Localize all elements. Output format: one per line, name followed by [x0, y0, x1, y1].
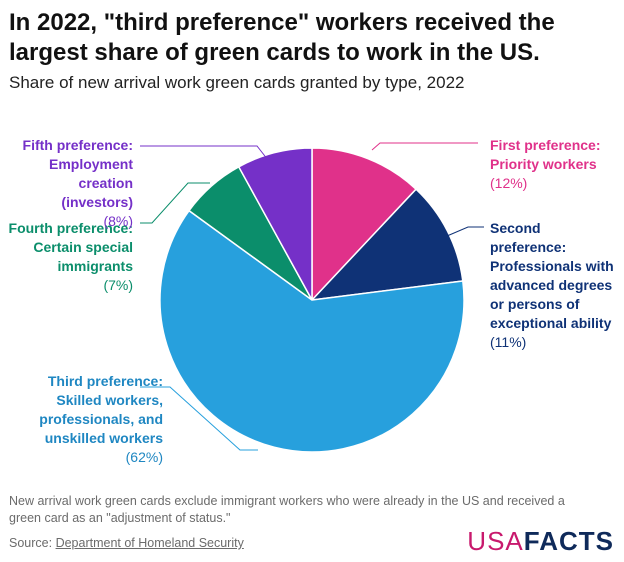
leader-line-fourth: [140, 182, 210, 224]
label-fifth-preference: Fifth preference: Employment creation (i…: [23, 136, 133, 231]
usafacts-logo: USAFACTS: [467, 526, 614, 556]
label-fifth-pct: (8%): [103, 213, 133, 229]
leader-line-second: [446, 226, 484, 237]
pie-slice-third: [159, 209, 465, 453]
label-fourth-heading: Fourth preference: Certain special immig…: [8, 220, 133, 274]
pie-slice-first: [311, 147, 418, 302]
label-first-heading: First preference: Priority workers: [490, 137, 601, 172]
source-link[interactable]: Department of Homeland Security: [55, 536, 244, 550]
label-third-pct: (62%): [125, 449, 163, 465]
pie-slice-second: [310, 188, 464, 302]
leader-line-third: [140, 386, 258, 451]
logo-usa: USA: [467, 526, 524, 556]
logo-facts: FACTS: [523, 526, 614, 556]
label-first-preference: First preference: Priority workers (12%): [490, 136, 600, 193]
label-fourth-preference: Fourth preference: Certain special immig…: [9, 219, 133, 295]
leader-line-fifth: [140, 145, 269, 161]
label-third-heading: Third preference: Skilled workers, profe…: [39, 373, 163, 446]
label-second-pct: (11%): [490, 334, 527, 350]
chart-subtitle: Share of new arrival work green cards gr…: [9, 73, 465, 92]
footnote: New arrival work green cards exclude imm…: [9, 494, 565, 525]
leader-line-first: [371, 142, 478, 151]
label-fourth-pct: (7%): [103, 277, 133, 293]
pie-slice-fifth: [237, 147, 313, 301]
label-first-pct: (12%): [490, 175, 528, 191]
source-line: Source: Department of Homeland Security: [9, 536, 244, 550]
chart-title: In 2022, "third preference" workers rece…: [9, 9, 555, 66]
label-second-heading: Second preference: Professionals with ad…: [490, 220, 614, 331]
label-fifth-heading: Fifth preference: Employment creation (i…: [22, 137, 133, 210]
source-prefix: Source:: [9, 536, 56, 550]
label-third-preference: Third preference: Skilled workers, profe…: [39, 372, 163, 467]
label-second-preference: Second preference: Professionals with ad…: [490, 219, 614, 352]
pie-chart: [140, 142, 484, 453]
